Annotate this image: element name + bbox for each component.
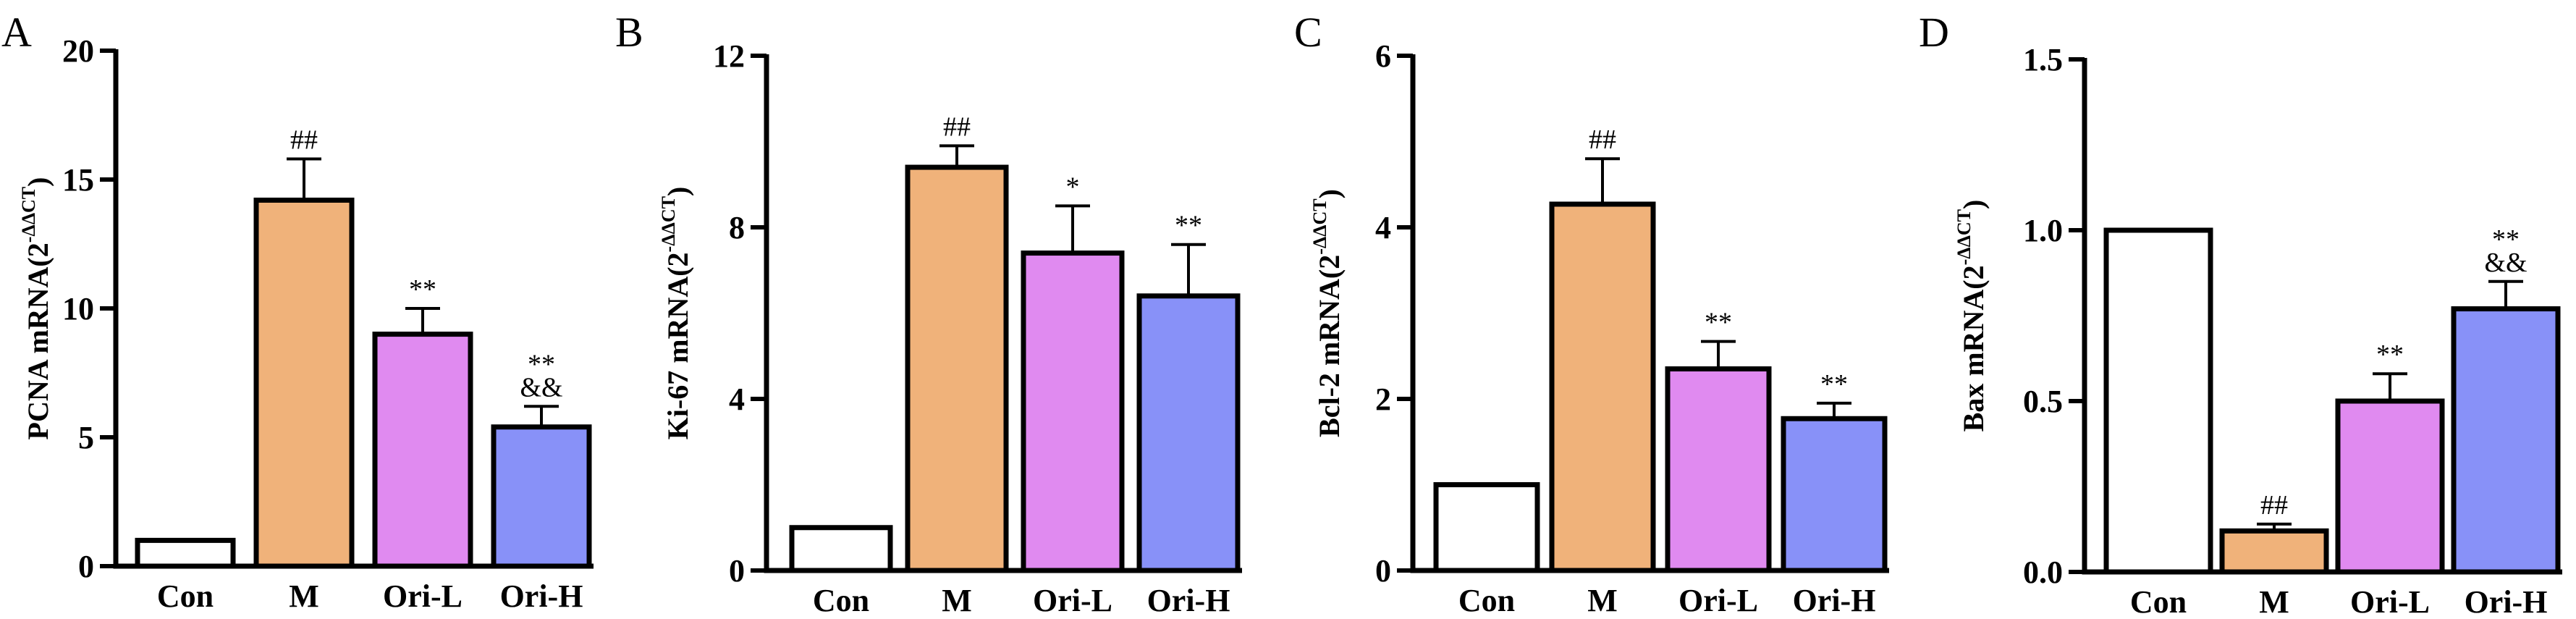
y-tick-label: 20: [62, 33, 94, 69]
bar-ori-h: [2451, 306, 2561, 575]
panel-letter: B: [615, 9, 643, 56]
chart-panel-c: C 0 2 4 6 Bcl-2 mRNA(2-ΔΔCT) Con ## M ** Ori-L ** Or…: [1294, 9, 1889, 618]
category-label: Con: [1458, 583, 1515, 618]
category-label: Ori-H: [500, 578, 583, 614]
bar-con: [135, 537, 236, 569]
bar-con: [789, 525, 893, 573]
y-tick-label: 4: [1375, 210, 1391, 245]
bar-m: [253, 197, 355, 569]
category-label: M: [1587, 583, 1618, 618]
y-tick-label: 1.0: [2023, 213, 2063, 248]
significance-label: **: [2376, 340, 2404, 370]
bar-m: [2219, 528, 2329, 575]
significance-label: ##: [943, 111, 971, 142]
significance-label: *: [1066, 172, 1080, 202]
category-label: Con: [157, 578, 214, 614]
significance-label: ##: [290, 125, 318, 156]
significance-label: **: [1705, 308, 1732, 338]
bar-ori-h: [1136, 293, 1241, 573]
chart-panel-a: A 0 5 10 15 20 PCNA mRNA(2-ΔΔCT) Con ## M ** Ori-L &…: [1, 9, 594, 614]
y-tick-label: 0.0: [2023, 555, 2063, 590]
y-axis-label: Ki-67 mRNA(2-ΔΔCT): [658, 187, 694, 440]
category-label: Ori-L: [2350, 584, 2430, 619]
category-label: Ori-H: [1147, 583, 1230, 618]
category-label: Ori-L: [1033, 583, 1112, 618]
category-label: Ori-H: [1793, 583, 1876, 618]
bar-ori-h: [491, 424, 592, 569]
significance-label: &&: [2484, 248, 2527, 278]
category-label: Ori-H: [2465, 584, 2548, 619]
y-axis-label: Bax mRNA(2-ΔΔCT): [1954, 200, 1990, 432]
y-tick-label: 0: [78, 549, 94, 584]
category-label: M: [289, 578, 319, 614]
y-tick-label: 0: [729, 553, 745, 589]
bar-ori-l: [1665, 366, 1772, 573]
bar-ori-l: [2335, 398, 2445, 575]
category-label: Con: [2130, 584, 2187, 619]
significance-label: **: [528, 349, 555, 379]
bar-ori-h: [1781, 416, 1888, 573]
y-axis-label: PCNA mRNA(2-ΔΔCT): [18, 177, 54, 440]
chart-panel-b: B 0 4 8 12 Ki-67 mRNA(2-ΔΔCT) Con ## M * Ori-L ** Or…: [615, 9, 1242, 618]
y-tick-label: 1.5: [2023, 42, 2063, 77]
chart-panel-d: D 0.0 0.5 1.0 1.5 Bax mRNA(2-ΔΔCT) Con ## M ** Ori…: [1919, 9, 2562, 619]
significance-label: **: [2492, 224, 2520, 255]
panel-letter: D: [1919, 9, 1949, 56]
significance-label: **: [1175, 211, 1202, 241]
bar-m: [1549, 201, 1656, 573]
significance-label: **: [1820, 369, 1848, 400]
bar-ori-l: [372, 332, 473, 569]
bar-con: [1433, 482, 1540, 573]
category-label: M: [942, 583, 972, 618]
y-tick-label: 0: [1375, 553, 1391, 589]
panel-letter: A: [1, 9, 32, 56]
category-label: Ori-L: [383, 578, 463, 614]
bar-con: [2103, 227, 2213, 575]
y-tick-label: 10: [62, 291, 94, 327]
y-tick-label: 2: [1375, 382, 1391, 417]
significance-label: ##: [1589, 125, 1616, 155]
category-label: M: [2259, 584, 2289, 619]
y-tick-label: 5: [78, 420, 94, 455]
y-tick-label: 15: [62, 162, 94, 198]
y-tick-label: 4: [729, 382, 745, 417]
significance-label: ##: [2260, 490, 2288, 521]
y-axis-label: Bcl-2 mRNA(2-ΔΔCT): [1309, 189, 1346, 437]
bar-m: [905, 164, 1009, 573]
y-tick-label: 12: [713, 38, 745, 74]
category-label: Con: [813, 583, 869, 618]
panel-letter: C: [1294, 9, 1322, 56]
significance-label: **: [409, 274, 436, 305]
category-label: Ori-L: [1678, 583, 1758, 618]
significance-label: &&: [520, 372, 562, 403]
bar-ori-l: [1021, 250, 1125, 573]
y-tick-label: 0.5: [2023, 384, 2063, 419]
y-tick-label: 6: [1375, 38, 1391, 74]
y-tick-label: 8: [729, 210, 745, 245]
